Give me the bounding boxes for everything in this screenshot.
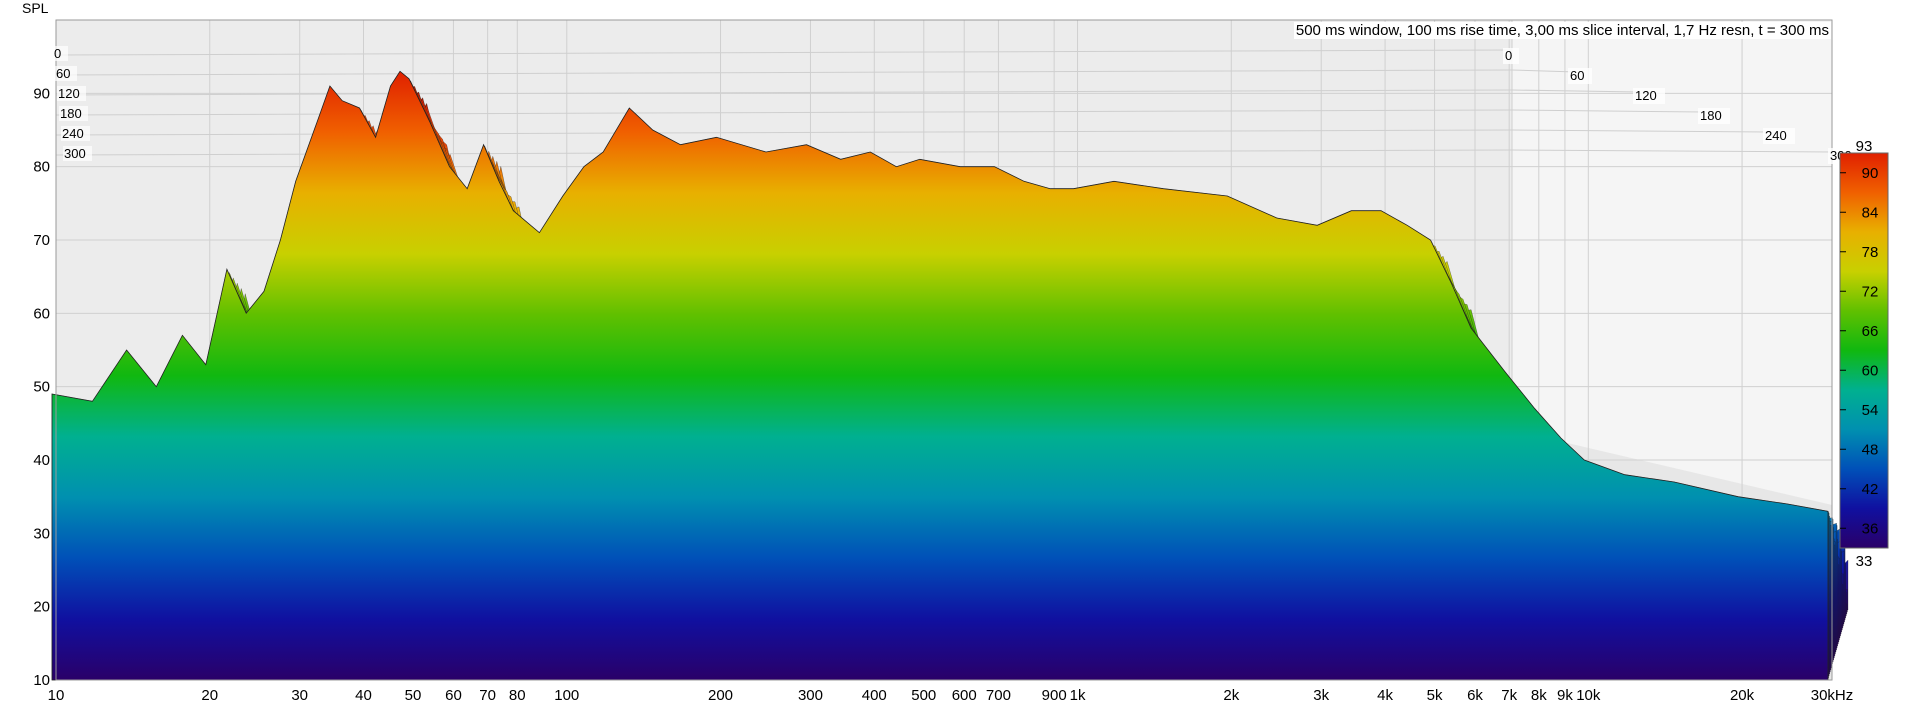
slice-guide-line — [1511, 109, 1705, 113]
x-tick-label: 10 — [48, 687, 65, 703]
time-slice-labels: 006060120120180180240240300300 — [53, 46, 1860, 164]
colorbar-max-label: 93 — [1856, 138, 1873, 155]
y-tick-label: 80 — [33, 159, 50, 176]
slice-label-bg — [53, 46, 68, 61]
slice-label-left: 300 — [64, 146, 86, 161]
y-tick-label: 10 — [33, 672, 50, 689]
x-tick-label: 30 — [291, 687, 308, 703]
x-tick-label: 7k — [1501, 687, 1517, 703]
x-tick-label: 20k — [1730, 687, 1755, 703]
slice-label-left: 240 — [62, 126, 84, 141]
colorbar-tick-label: 72 — [1862, 283, 1879, 300]
colorbar-min-label: 33 — [1856, 553, 1873, 570]
x-tick-label: 600 — [952, 687, 977, 703]
colorbar-tick-label: 54 — [1862, 402, 1879, 419]
back-wall — [1512, 20, 1832, 505]
y-axis: 10 20 30 40 50 60 70 80 90 — [33, 85, 50, 689]
y-tick-label: 20 — [33, 599, 50, 616]
x-tick-label: 20 — [201, 687, 218, 703]
spectrum-slice-front — [51, 70, 1829, 681]
slice-guide-line — [55, 109, 1513, 116]
slice-guide-line — [55, 49, 1513, 56]
x-tick-label: 80 — [509, 687, 526, 703]
slice-label-bg — [1698, 108, 1730, 124]
colorbar-tick-label: 90 — [1862, 165, 1879, 182]
slice-label-right: 240 — [1765, 128, 1787, 143]
x-tick-label: 700 — [986, 687, 1011, 703]
colorbar-tick-label: 60 — [1862, 362, 1879, 379]
slice-label-right: 60 — [1570, 68, 1584, 83]
slice-label-right: 120 — [1635, 88, 1657, 103]
x-tick-label: 30kHz — [1811, 687, 1854, 703]
slice-label-left: 60 — [56, 66, 70, 81]
slice-label-bg — [1633, 88, 1665, 104]
x-tick-label: 200 — [708, 687, 733, 703]
slice-guide-line — [1511, 149, 1833, 153]
slice-label-left: 0 — [54, 46, 61, 61]
slice-label-right: 0 — [1505, 48, 1512, 63]
slice-label-bg — [57, 86, 86, 101]
colorbar-tick-label: 84 — [1862, 204, 1879, 221]
slice-label-bg — [55, 66, 77, 81]
y-tick-label: 30 — [33, 525, 50, 542]
x-tick-label: 50 — [405, 687, 422, 703]
slice-label-left: 120 — [58, 86, 80, 101]
x-tick-label: 1k — [1070, 687, 1086, 703]
x-tick-label: 6k — [1467, 687, 1483, 703]
y-tick-label: 60 — [33, 305, 50, 322]
slice-label-bg — [59, 106, 88, 121]
slice-label-bg — [1503, 48, 1519, 64]
perspective-grid — [55, 20, 1833, 430]
x-axis: 10 20 30 40 50 60 70 80 100 200 300 400 500 600 700 900… — [48, 687, 1854, 703]
x-tick-label: 3k — [1313, 687, 1329, 703]
slice-guide-line — [1511, 129, 1769, 133]
slice-label-bg — [1763, 128, 1795, 144]
slice-label-bg — [61, 126, 90, 141]
y-tick-label: 40 — [33, 452, 50, 469]
x-tick-label: 9k — [1557, 687, 1573, 703]
colorbar-tick-label: 36 — [1862, 520, 1879, 537]
slice-label-left: 180 — [60, 106, 82, 121]
slice-label-bg — [63, 146, 92, 161]
waterfall-surface — [51, 70, 1849, 681]
colorbar-tick-label: 78 — [1862, 244, 1879, 261]
y-tick-label: 90 — [33, 85, 50, 102]
x-tick-label: 70 — [479, 687, 496, 703]
y-tick-label: 50 — [33, 379, 50, 396]
x-tick-label: 4k — [1377, 687, 1393, 703]
x-tick-label: 5k — [1427, 687, 1443, 703]
colorbar-tick-label: 42 — [1862, 481, 1879, 498]
slice-label-bg — [1568, 68, 1592, 84]
x-tick-label: 10k — [1576, 687, 1601, 703]
x-tick-label: 900 — [1042, 687, 1067, 703]
measurement-info: 500 ms window, 100 ms rise time, 3,00 ms… — [1293, 22, 1831, 39]
y-tick-label: 70 — [33, 232, 50, 249]
x-tick-label: 100 — [554, 687, 579, 703]
colorbar-tick-label: 48 — [1862, 441, 1879, 458]
y-axis-title: SPL — [22, 0, 49, 16]
slice-guide-line — [1511, 89, 1641, 93]
slice-guide-line — [1511, 69, 1577, 73]
x-tick-label: 300 — [798, 687, 823, 703]
x-tick-label: 500 — [911, 687, 936, 703]
colorbar-scale — [1839, 152, 1889, 549]
x-tick-label: 2k — [1223, 687, 1239, 703]
colorbar: 36 42 48 54 60 66 72 78 84 90 93 33 — [1839, 138, 1889, 570]
x-tick-label: 40 — [355, 687, 372, 703]
slice-guide-line — [55, 89, 1513, 96]
slice-guide-line — [55, 69, 1513, 76]
slice-guide-line — [55, 129, 1513, 136]
slice-label-right: 180 — [1700, 108, 1722, 123]
colorbar-tick-label: 66 — [1862, 323, 1879, 340]
x-tick-label: 400 — [862, 687, 887, 703]
x-tick-label: 8k — [1531, 687, 1547, 703]
x-tick-label: 60 — [445, 687, 462, 703]
plot-frame — [55, 19, 1833, 681]
